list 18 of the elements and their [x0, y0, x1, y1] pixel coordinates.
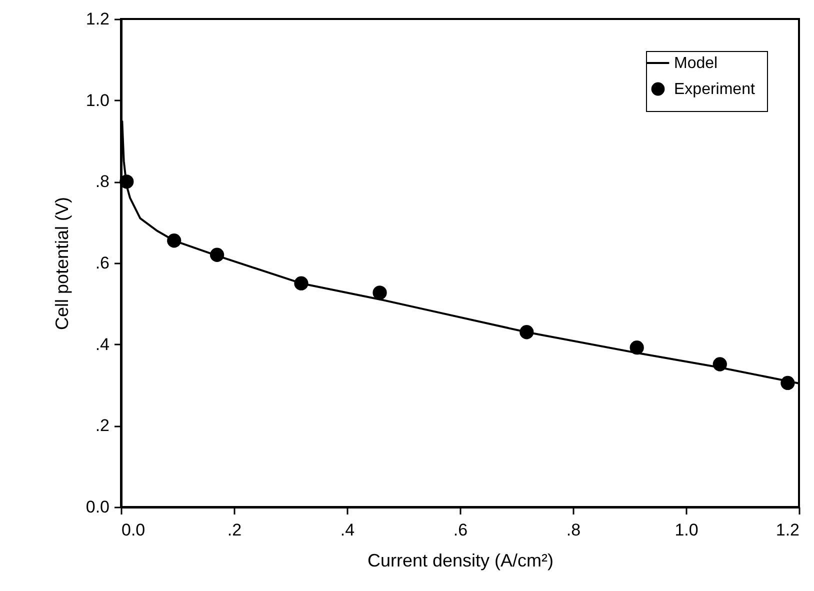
y-tick-label: 1.0	[86, 90, 110, 110]
x-tick-label: .8	[566, 520, 581, 540]
x-tick-label: .6	[453, 520, 468, 540]
y-tick-label: .4	[95, 334, 110, 354]
y-tick-label: .8	[95, 172, 110, 192]
x-tick-label: 0.0	[122, 520, 146, 540]
y-axis-title: Cell potential (V)	[52, 196, 72, 330]
x-tick-label: .2	[227, 520, 242, 540]
y-tick-label: 1.2	[86, 10, 110, 28]
x-tick-label: 1.2	[776, 520, 800, 540]
x-axis-title: Current density (A/cm²)	[367, 550, 554, 570]
x-tick-label: .4	[340, 520, 355, 540]
y-tick-label: .2	[95, 416, 110, 436]
y-tick-label: 0.0	[86, 498, 110, 516]
legend-label: Model	[674, 55, 718, 72]
x-tick-label: 1.0	[674, 520, 698, 540]
legend-label: Experiment	[674, 81, 756, 98]
y-tick-label: .6	[95, 254, 110, 272]
